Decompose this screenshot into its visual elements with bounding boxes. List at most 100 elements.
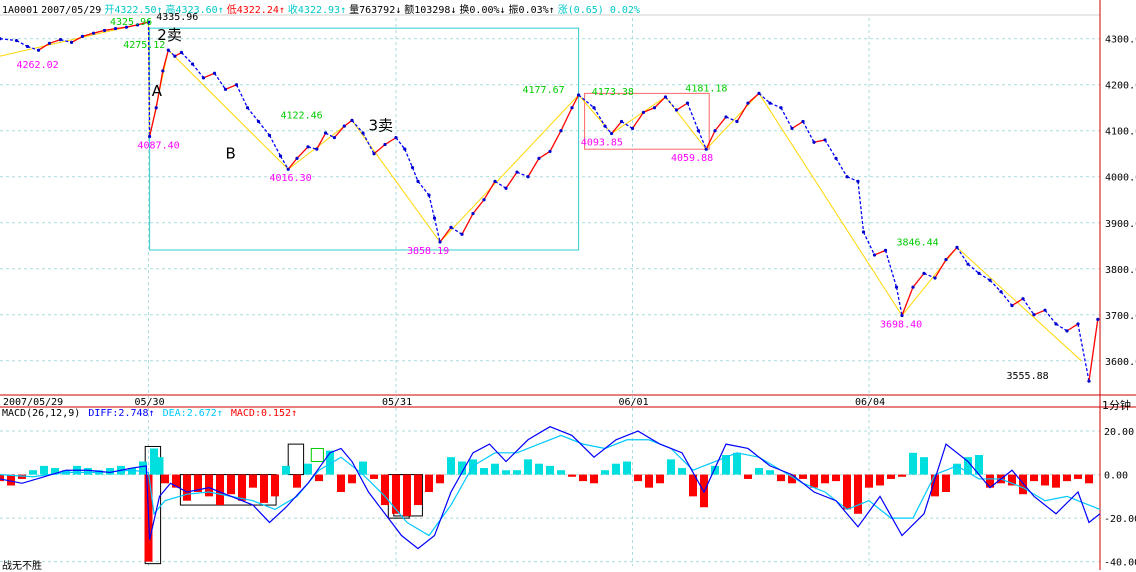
price-extreme-label: 4177.67 bbox=[523, 85, 565, 96]
macd-histogram-bar bbox=[832, 474, 840, 482]
open-value: 4322.50 bbox=[114, 5, 157, 16]
macd-histogram-bar bbox=[436, 474, 444, 484]
price-down-segment bbox=[1044, 309, 1057, 325]
price-down-segment bbox=[235, 84, 249, 109]
close-price: 收4322.93↑ bbox=[287, 5, 347, 16]
macd-histogram-bar bbox=[535, 463, 543, 475]
open-label: 开 bbox=[104, 5, 115, 16]
price-series bbox=[0, 20, 1100, 383]
timeframe-label[interactable]: 1分钟 bbox=[1102, 399, 1131, 412]
price-up-segment bbox=[162, 49, 169, 72]
price-extreme-label: 4325.96 bbox=[110, 17, 152, 28]
price-up-segment bbox=[373, 144, 386, 155]
macd-histogram-bar bbox=[568, 474, 576, 477]
date-tick-label: 06/04 bbox=[855, 397, 885, 408]
price-point bbox=[161, 69, 165, 73]
price-up-segment bbox=[439, 226, 452, 243]
price-point bbox=[812, 140, 816, 144]
price-up-segment bbox=[49, 39, 61, 44]
macd-header: MACD(26,12,9) DIFF:2.748↑ DEA:2.672↑ MAC… bbox=[2, 408, 299, 419]
turnover-value: 0.00% bbox=[469, 5, 500, 16]
price-point bbox=[179, 50, 184, 55]
price-point bbox=[630, 126, 635, 131]
macd-histogram-bar bbox=[601, 470, 609, 475]
price-point bbox=[1087, 379, 1091, 383]
macd-histogram-bar bbox=[799, 474, 807, 479]
price-tick-label: 4000.0 bbox=[1105, 173, 1136, 184]
macd-histogram-bar bbox=[227, 474, 235, 495]
price-up-segment bbox=[104, 27, 116, 32]
price-point bbox=[245, 106, 250, 110]
price-point bbox=[685, 101, 690, 105]
price-point bbox=[449, 225, 453, 229]
price-up-segment bbox=[483, 181, 496, 201]
macd-histogram-bar bbox=[711, 465, 719, 475]
price-point bbox=[295, 156, 299, 160]
price-up-segment bbox=[333, 125, 345, 139]
macd-tick-label: -40.00 bbox=[1104, 558, 1136, 569]
macd-histogram-bar bbox=[865, 474, 873, 488]
amount-label: 额 bbox=[404, 5, 415, 16]
macd-histogram-bar bbox=[733, 452, 741, 475]
price-up-segment bbox=[296, 146, 309, 159]
price-point bbox=[267, 133, 272, 137]
price-down-segment bbox=[1022, 298, 1035, 316]
price-up-segment bbox=[1033, 309, 1046, 316]
price-point bbox=[1076, 322, 1080, 326]
price-down-segment bbox=[665, 96, 677, 111]
price-up-segment bbox=[71, 35, 83, 43]
price-point bbox=[696, 129, 701, 133]
price-point bbox=[58, 38, 63, 42]
macd-histogram-bar bbox=[876, 474, 884, 486]
price-up-segment bbox=[38, 42, 50, 51]
price-down-segment bbox=[967, 263, 980, 274]
macd-label: MACD: bbox=[230, 408, 261, 419]
price-point bbox=[610, 131, 614, 136]
price-point bbox=[619, 119, 624, 124]
macd-histogram-bar bbox=[755, 468, 763, 475]
price-down-segment bbox=[411, 167, 419, 182]
price-point bbox=[1054, 322, 1058, 326]
price-down-segment bbox=[884, 250, 898, 288]
price-extreme-label: 3698.40 bbox=[880, 320, 922, 331]
dea-readout: DEA:2.672↑ bbox=[162, 408, 223, 419]
macd-histogram-bar bbox=[590, 474, 598, 484]
price-down-segment bbox=[824, 139, 837, 159]
price-down-segment bbox=[1000, 291, 1013, 306]
price-up-segment bbox=[676, 102, 688, 111]
macd-histogram-bar bbox=[546, 465, 554, 475]
macd-histogram-bar bbox=[612, 463, 620, 475]
price-point bbox=[256, 119, 261, 124]
price-extreme-label: 3555.88 bbox=[1007, 371, 1049, 382]
price-up-segment bbox=[631, 111, 645, 129]
price-down-segment bbox=[404, 148, 414, 168]
signal-marker: A bbox=[152, 82, 163, 100]
price-down-segment bbox=[191, 63, 205, 79]
price-up-segment bbox=[901, 286, 914, 316]
price-down-segment bbox=[417, 180, 430, 196]
price-point bbox=[570, 106, 574, 110]
macd-histogram-bar bbox=[777, 474, 785, 482]
price-point bbox=[592, 106, 596, 110]
price-point bbox=[113, 26, 118, 31]
price-point bbox=[135, 23, 140, 27]
macd-histogram-bar bbox=[744, 474, 752, 479]
date-tick-label: 2007/05/29 bbox=[3, 397, 63, 408]
price-point bbox=[872, 253, 877, 257]
price-tick-label: 3600.0 bbox=[1105, 357, 1136, 368]
price-point bbox=[148, 134, 152, 139]
close-value: 4322.93 bbox=[297, 5, 341, 16]
macd-lines bbox=[0, 426, 1101, 550]
macd-histogram-bar bbox=[942, 474, 950, 492]
price-up-segment bbox=[287, 157, 298, 170]
amplitude-value: 0.03% bbox=[518, 5, 549, 16]
price-point bbox=[166, 48, 170, 52]
price-up-segment bbox=[1066, 323, 1079, 332]
price-up-segment bbox=[874, 249, 886, 256]
price-point bbox=[332, 136, 336, 140]
price-point bbox=[790, 126, 794, 131]
price-point bbox=[69, 40, 74, 44]
dea-line bbox=[0, 434, 1101, 537]
macd-histogram-bar bbox=[425, 474, 433, 492]
price-up-segment bbox=[148, 107, 157, 137]
